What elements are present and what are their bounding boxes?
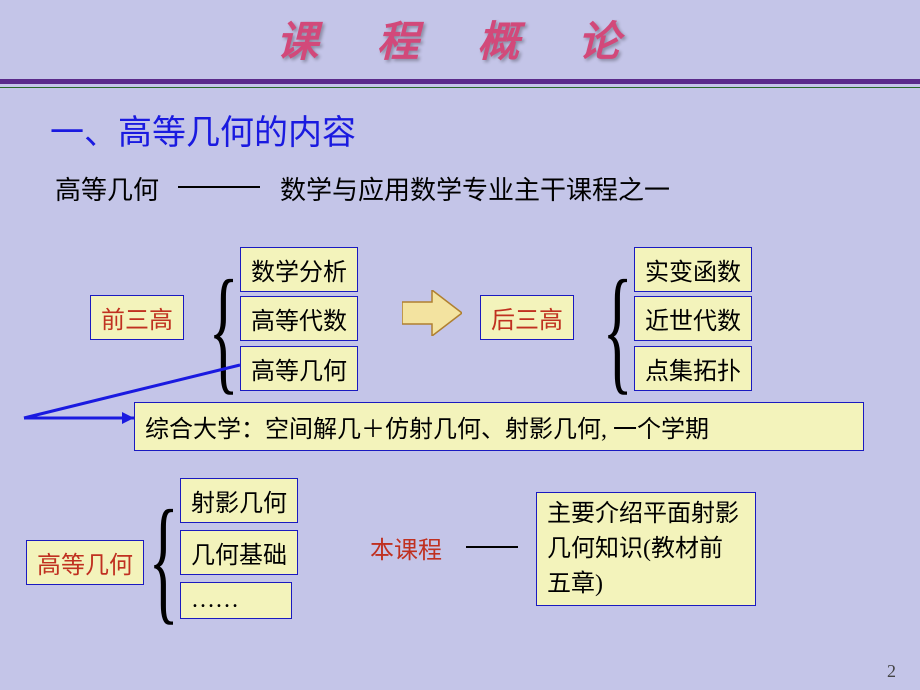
label-gaodeng-jihe: 高等几何 [26, 540, 144, 585]
box-description: 主要介绍平面射影几何知识(教材前五章) [536, 492, 756, 606]
box-shuxue-fenxi: 数学分析 [240, 247, 358, 292]
brace-icon: { [208, 260, 238, 400]
slide-title: 课 程 概 论 [0, 0, 920, 69]
page-number: 2 [887, 661, 896, 682]
box-jinshi-daishu: 近世代数 [634, 296, 752, 341]
box-zonghe-daxue: 综合大学：空间解几＋仿射几何、射影几何, 一个学期 [134, 402, 864, 451]
box-shibian-hanshu: 实变函数 [634, 247, 752, 292]
line1-dash [178, 186, 260, 188]
box-gaodeng-daishu: 高等代数 [240, 296, 358, 341]
connector-lines [0, 0, 920, 690]
label-gdjh-text: 高等几何 [37, 553, 133, 579]
section-heading: 一、高等几何的内容 [50, 105, 356, 154]
box-ellipsis: …… [180, 582, 292, 619]
brace-icon: { [602, 260, 632, 400]
label-qian-text: 前三高 [101, 308, 173, 334]
brace-icon: { [148, 490, 178, 630]
right-arrow-icon [402, 290, 462, 336]
label-qian-san-gao: 前三高 [90, 295, 184, 340]
box-jihe-jichu: 几何基础 [180, 530, 298, 575]
label-hou-san-gao: 后三高 [480, 295, 574, 340]
box-dianji-tuopu: 点集拓扑 [634, 346, 752, 391]
rule-bot [0, 87, 920, 88]
line1-right: 数学与应用数学专业主干课程之一 [280, 170, 670, 207]
box-sheying-jihe: 射影几何 [180, 478, 298, 523]
bkc-dash [466, 546, 518, 548]
box-gaodeng-jihe: 高等几何 [240, 346, 358, 391]
label-hou-text: 后三高 [491, 308, 563, 334]
label-ben-kecheng: 本课程 [370, 530, 442, 565]
line1-left: 高等几何 [55, 170, 159, 207]
rule-top [0, 79, 920, 84]
